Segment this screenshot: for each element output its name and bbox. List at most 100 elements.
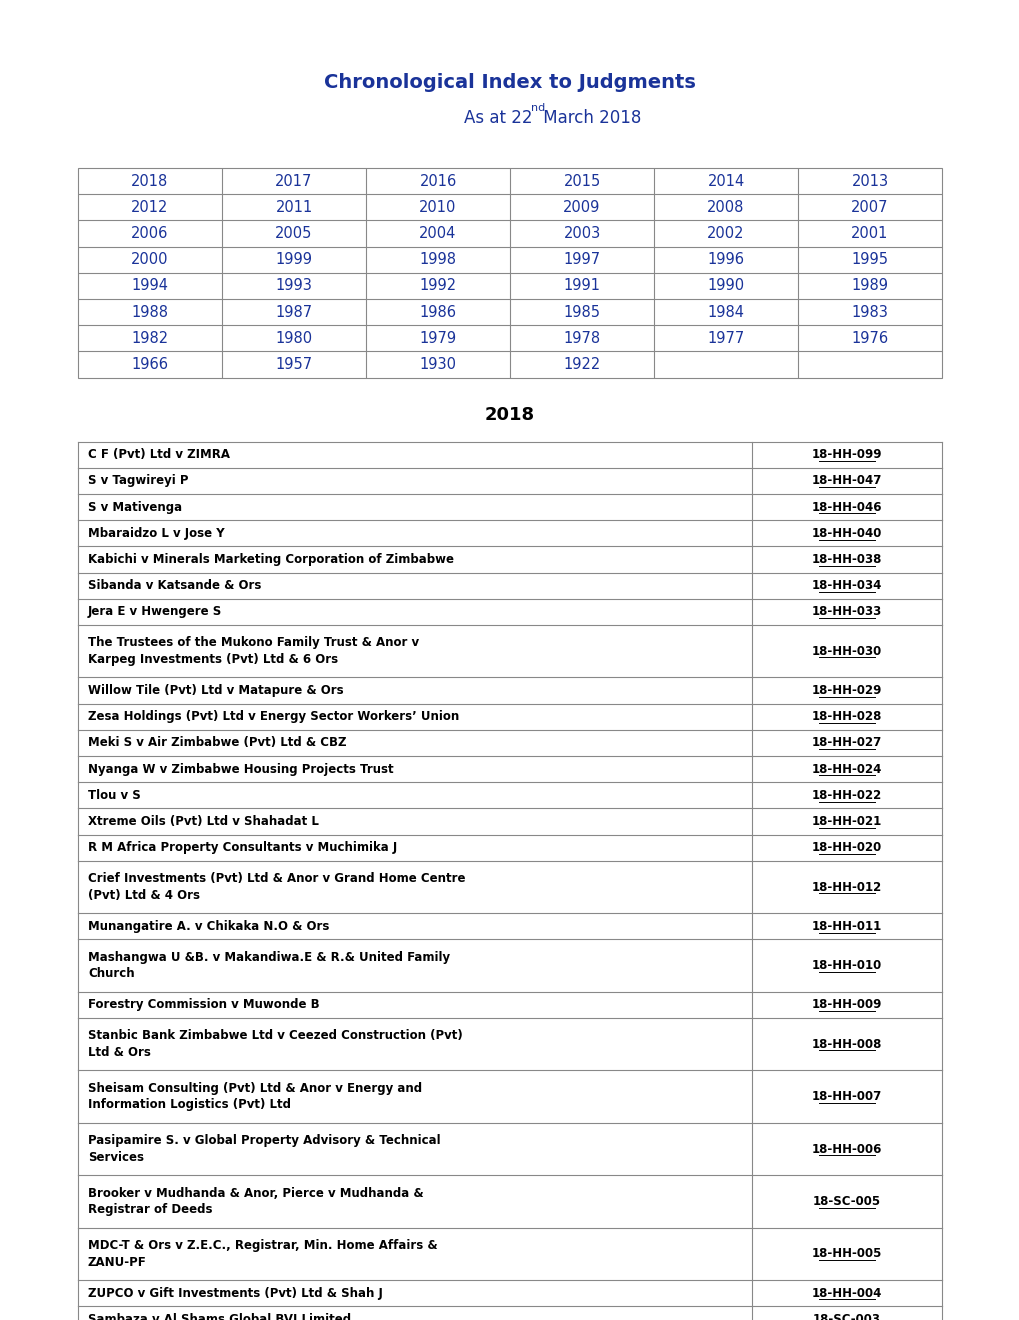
Text: 1930: 1930 [419,356,457,372]
Text: Forestry Commission v Muwonde B: Forestry Commission v Muwonde B [88,998,319,1011]
Text: Zesa Holdings (Pvt) Ltd v Energy Sector Workers’ Union: Zesa Holdings (Pvt) Ltd v Energy Sector … [88,710,459,723]
Text: 1999: 1999 [275,252,312,267]
Text: R M Africa Property Consultants v Muchimika J: R M Africa Property Consultants v Muchim… [88,841,396,854]
Text: Pasipamire S. v Global Property Advisory & Technical
Services: Pasipamire S. v Global Property Advisory… [88,1134,440,1164]
Text: 18-HH-012: 18-HH-012 [811,880,881,894]
Text: 1979: 1979 [419,331,457,346]
Text: 1996: 1996 [707,252,744,267]
Text: 2017: 2017 [275,174,313,189]
Text: 18-HH-007: 18-HH-007 [811,1090,881,1104]
Text: 18-SC-003: 18-SC-003 [812,1313,880,1320]
Text: 1988: 1988 [131,305,168,319]
Text: Tlou v S: Tlou v S [88,789,141,801]
Text: Brooker v Mudhanda & Anor, Pierce v Mudhanda &
Registrar of Deeds: Brooker v Mudhanda & Anor, Pierce v Mudh… [88,1187,423,1216]
Text: As at 22: As at 22 [464,110,532,127]
Text: S v Tagwireyi P: S v Tagwireyi P [88,474,189,487]
Text: 1957: 1957 [275,356,312,372]
Text: 1977: 1977 [707,331,744,346]
Text: Willow Tile (Pvt) Ltd v Matapure & Ors: Willow Tile (Pvt) Ltd v Matapure & Ors [88,684,343,697]
Text: 1982: 1982 [131,331,168,346]
Text: 1922: 1922 [562,356,600,372]
Text: 1991: 1991 [562,279,600,293]
Text: MDC-T & Ors v Z.E.C., Registrar, Min. Home Affairs &
ZANU-PF: MDC-T & Ors v Z.E.C., Registrar, Min. Ho… [88,1239,437,1269]
Text: 2010: 2010 [419,199,457,215]
Text: 1994: 1994 [131,279,168,293]
Text: 2018: 2018 [131,174,168,189]
Text: 2018: 2018 [484,405,535,424]
Text: 1992: 1992 [419,279,457,293]
Text: 2000: 2000 [131,252,168,267]
Text: 2012: 2012 [131,199,168,215]
Text: 18-HH-034: 18-HH-034 [811,579,881,593]
Text: S v Mativenga: S v Mativenga [88,500,182,513]
Text: 18-HH-099: 18-HH-099 [811,449,881,461]
Text: 2008: 2008 [706,199,744,215]
Text: 1976: 1976 [851,331,888,346]
Text: C F (Pvt) Ltd v ZIMRA: C F (Pvt) Ltd v ZIMRA [88,449,229,461]
Text: 18-HH-008: 18-HH-008 [811,1038,881,1051]
Text: 18-HH-004: 18-HH-004 [811,1287,881,1300]
Text: 1966: 1966 [131,356,168,372]
Text: Sibanda v Katsande & Ors: Sibanda v Katsande & Ors [88,579,261,593]
Text: 18-HH-024: 18-HH-024 [811,763,881,776]
Text: 2009: 2009 [562,199,600,215]
Text: 2015: 2015 [562,174,600,189]
Text: 2014: 2014 [707,174,744,189]
Text: 18-HH-021: 18-HH-021 [811,814,881,828]
Text: 1986: 1986 [419,305,457,319]
Text: 2016: 2016 [419,174,457,189]
Text: 2003: 2003 [562,226,600,242]
Text: 18-HH-047: 18-HH-047 [811,474,881,487]
Text: ZUPCO v Gift Investments (Pvt) Ltd & Shah J: ZUPCO v Gift Investments (Pvt) Ltd & Sha… [88,1287,382,1300]
Text: 1993: 1993 [275,279,312,293]
Text: 1990: 1990 [707,279,744,293]
Text: 1997: 1997 [562,252,600,267]
Text: 2001: 2001 [851,226,888,242]
Text: 2007: 2007 [851,199,888,215]
Text: 18-HH-010: 18-HH-010 [811,960,881,972]
Text: 18-SC-005: 18-SC-005 [812,1195,880,1208]
Text: 1978: 1978 [562,331,600,346]
Text: 1980: 1980 [275,331,312,346]
Text: 18-HH-038: 18-HH-038 [811,553,881,566]
Text: 2011: 2011 [275,199,312,215]
Text: 18-HH-040: 18-HH-040 [811,527,881,540]
Text: 18-HH-027: 18-HH-027 [811,737,881,750]
Text: Xtreme Oils (Pvt) Ltd v Shahadat L: Xtreme Oils (Pvt) Ltd v Shahadat L [88,814,319,828]
Text: 18-HH-020: 18-HH-020 [811,841,881,854]
Text: 2002: 2002 [706,226,744,242]
Text: 1998: 1998 [419,252,457,267]
Text: Chronological Index to Judgments: Chronological Index to Judgments [324,73,695,91]
Text: 2006: 2006 [131,226,168,242]
Text: 1995: 1995 [851,252,888,267]
Text: 1985: 1985 [562,305,600,319]
Text: Stanbic Bank Zimbabwe Ltd v Ceezed Construction (Pvt)
Ltd & Ors: Stanbic Bank Zimbabwe Ltd v Ceezed Const… [88,1030,463,1059]
Text: 18-HH-006: 18-HH-006 [811,1143,881,1155]
Text: The Trustees of the Mukono Family Trust & Anor v
Karpeg Investments (Pvt) Ltd & : The Trustees of the Mukono Family Trust … [88,636,419,667]
Text: Crief Investments (Pvt) Ltd & Anor v Grand Home Centre
(Pvt) Ltd & 4 Ors: Crief Investments (Pvt) Ltd & Anor v Gra… [88,873,465,902]
Text: 18-HH-033: 18-HH-033 [811,606,881,618]
Text: 18-HH-022: 18-HH-022 [811,789,881,801]
Text: March 2018: March 2018 [537,110,640,127]
Text: Sambaza v Al Shams Global BVI Limited: Sambaza v Al Shams Global BVI Limited [88,1313,351,1320]
Text: 18-HH-005: 18-HH-005 [811,1247,881,1261]
Text: nd: nd [530,103,544,114]
Text: 2004: 2004 [419,226,457,242]
Text: 1984: 1984 [707,305,744,319]
Text: Nyanga W v Zimbabwe Housing Projects Trust: Nyanga W v Zimbabwe Housing Projects Tru… [88,763,393,776]
Text: Sheisam Consulting (Pvt) Ltd & Anor v Energy and
Information Logistics (Pvt) Ltd: Sheisam Consulting (Pvt) Ltd & Anor v En… [88,1082,422,1111]
Text: 1989: 1989 [851,279,888,293]
Text: 1983: 1983 [851,305,888,319]
Text: Meki S v Air Zimbabwe (Pvt) Ltd & CBZ: Meki S v Air Zimbabwe (Pvt) Ltd & CBZ [88,737,346,750]
Bar [77,168,942,378]
Text: Jera E v Hwengere S: Jera E v Hwengere S [88,606,222,618]
Text: 2005: 2005 [275,226,313,242]
Text: 18-HH-030: 18-HH-030 [811,644,881,657]
Text: Munangatire A. v Chikaka N.O & Ors: Munangatire A. v Chikaka N.O & Ors [88,920,329,933]
Text: 18-HH-028: 18-HH-028 [811,710,881,723]
Text: 1987: 1987 [275,305,312,319]
Text: 18-HH-009: 18-HH-009 [811,998,881,1011]
Text: Kabichi v Minerals Marketing Corporation of Zimbabwe: Kabichi v Minerals Marketing Corporation… [88,553,453,566]
Text: 18-HH-011: 18-HH-011 [811,920,881,933]
Text: 18-HH-046: 18-HH-046 [811,500,881,513]
